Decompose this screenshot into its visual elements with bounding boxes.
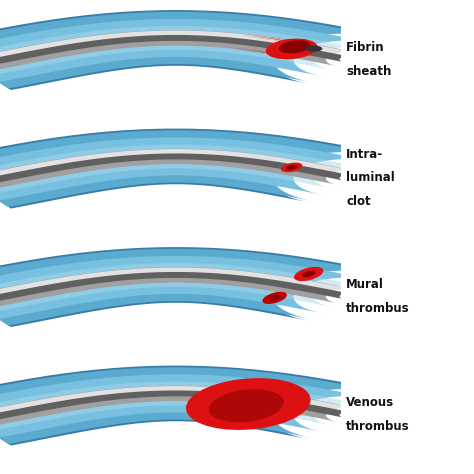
Polygon shape	[0, 374, 375, 438]
Text: Intra-: Intra-	[346, 147, 383, 161]
Polygon shape	[0, 386, 359, 428]
Ellipse shape	[263, 292, 287, 304]
Polygon shape	[0, 26, 365, 76]
Ellipse shape	[186, 378, 310, 430]
Polygon shape	[0, 263, 365, 313]
Text: Mural: Mural	[346, 278, 384, 291]
Ellipse shape	[266, 38, 318, 59]
Ellipse shape	[302, 271, 315, 277]
Text: thrombus: thrombus	[346, 301, 410, 315]
Polygon shape	[0, 149, 359, 191]
Text: Fibrin: Fibrin	[346, 41, 384, 54]
Ellipse shape	[244, 392, 273, 402]
Polygon shape	[0, 12, 385, 89]
Polygon shape	[0, 10, 388, 90]
Ellipse shape	[212, 402, 265, 415]
Text: thrombus: thrombus	[346, 420, 410, 433]
Polygon shape	[0, 130, 385, 207]
Polygon shape	[0, 249, 385, 326]
Polygon shape	[0, 382, 365, 431]
Ellipse shape	[281, 163, 302, 172]
Polygon shape	[0, 365, 388, 446]
Polygon shape	[0, 267, 359, 310]
Polygon shape	[0, 149, 359, 182]
Polygon shape	[0, 268, 359, 301]
Polygon shape	[0, 256, 375, 319]
Ellipse shape	[269, 295, 281, 301]
Ellipse shape	[234, 401, 272, 415]
Polygon shape	[0, 391, 352, 424]
Ellipse shape	[209, 389, 284, 422]
Ellipse shape	[294, 267, 323, 281]
Text: clot: clot	[346, 195, 371, 208]
Polygon shape	[0, 19, 375, 82]
Polygon shape	[0, 386, 359, 419]
Polygon shape	[0, 154, 352, 187]
Circle shape	[305, 46, 322, 52]
Polygon shape	[0, 137, 375, 201]
Ellipse shape	[279, 40, 310, 54]
Polygon shape	[0, 145, 365, 194]
Polygon shape	[0, 128, 388, 209]
Text: Venous: Venous	[346, 396, 394, 410]
Polygon shape	[0, 247, 388, 327]
Ellipse shape	[286, 164, 298, 170]
Ellipse shape	[225, 394, 273, 402]
Text: luminal: luminal	[346, 171, 395, 184]
Polygon shape	[0, 30, 359, 73]
Polygon shape	[0, 367, 385, 444]
Ellipse shape	[244, 398, 274, 409]
Polygon shape	[0, 31, 359, 64]
Polygon shape	[0, 272, 352, 305]
Ellipse shape	[227, 404, 260, 419]
Text: sheath: sheath	[346, 64, 392, 78]
Polygon shape	[0, 35, 352, 68]
